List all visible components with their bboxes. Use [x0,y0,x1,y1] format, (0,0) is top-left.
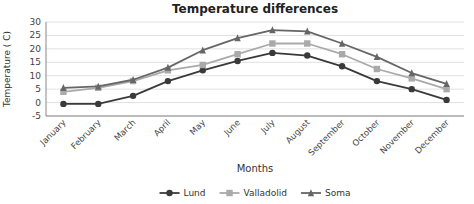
y-axis-line [46,22,47,116]
point [269,50,275,56]
y-tick-label: 10 [30,71,42,81]
x-tick-label: November [378,117,417,156]
legend-label: Valladolid [244,188,287,198]
x-tick-label: June [221,117,242,138]
point [374,78,380,84]
y-tick-label: 5 [35,84,41,94]
legend: Lund Valladolid Soma [160,188,351,198]
y-tick-label: 20 [30,44,42,54]
legend-marker [226,190,232,196]
series-line [63,53,446,104]
point [304,40,310,46]
x-tick-label: December [413,117,452,156]
x-axis-label: Months [237,163,274,174]
point [304,52,310,58]
legend-marker [308,189,314,196]
series-line [63,43,446,91]
legend-item: Valladolid [220,188,287,198]
title: Temperature differences [172,2,338,16]
grid-line [46,89,464,90]
x-axis-line [46,116,464,117]
point [339,63,345,69]
point [269,26,275,33]
x-tick-label: August [284,117,313,146]
x-tick-label: April [152,117,173,138]
point [200,62,206,68]
x-tick-label: July [258,117,277,136]
legend-label: Soma [325,188,351,198]
point [339,51,345,57]
grid-line [46,116,464,117]
grid-line [46,22,464,23]
point [269,40,275,46]
x-axis: JanuaryFebruary March April May June July Augu… [37,117,451,158]
y-axis: -5 0 5 10 15 20 25 30 [30,17,464,121]
x-tick-label: January [37,117,68,148]
point [165,64,171,71]
y-axis-label: Temperature ( C) [2,31,12,108]
point [234,34,240,41]
y-tick-label: 0 [35,98,41,108]
y-tick-label: 30 [30,17,42,27]
point [60,101,66,107]
series-line [63,30,446,88]
grid-line [46,35,464,36]
point [304,28,310,35]
point [200,46,206,53]
point [95,83,101,90]
point [409,69,415,76]
point [130,93,136,99]
legend-item: Soma [301,188,351,198]
point [374,53,380,60]
point [60,84,66,91]
x-tick-label: October [350,117,381,148]
point [374,66,380,72]
grid-line [46,62,464,63]
legend-item: Lund [160,188,206,198]
point [409,86,415,92]
point [339,40,345,47]
x-tick-label: March [112,117,137,142]
y-tick-label: -5 [32,111,41,121]
legend-label: Lund [184,188,206,198]
x-tick-label: September [306,117,347,158]
point [443,97,449,103]
legend-marker [166,190,172,196]
y-tick-label: 25 [30,30,41,40]
point [165,78,171,84]
x-tick-label: May [188,117,208,137]
plot-area [60,26,450,107]
point [234,51,240,57]
y-tick-label: 15 [30,57,41,67]
point [130,76,136,83]
point [443,80,449,87]
x-tick-label: February [69,117,103,151]
chart: Temperature differences -5 0 5 10 15 20 25 30 Tem… [0,0,474,204]
point [95,101,101,107]
point [234,58,240,64]
